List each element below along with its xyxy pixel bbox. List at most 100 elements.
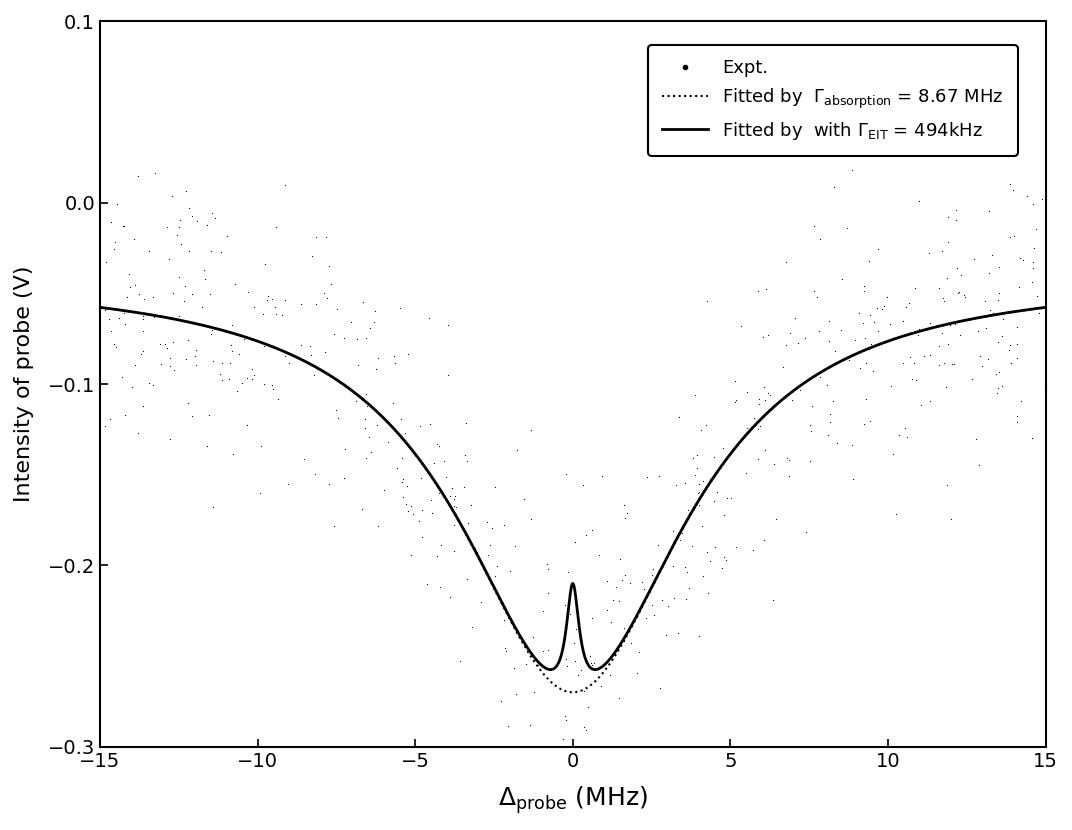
Point (591, 549, 608, 562)
Point (991, 261, 1008, 274)
Point (411, 515, 428, 528)
Point (636, 582, 653, 595)
Point (235, 333, 252, 346)
Point (844, 472, 861, 486)
Point (980, 352, 997, 365)
Point (532, 776, 549, 789)
Point (183, 287, 200, 300)
Point (585, 765, 602, 779)
Point (691, 423, 709, 437)
Point (854, 316, 872, 330)
Point (134, 344, 151, 358)
Point (460, 516, 477, 530)
Point (429, 549, 446, 563)
Point (521, 719, 538, 732)
Point (652, 681, 669, 695)
Legend: Expt., Fitted by  $\Gamma_{\mathrm{absorption}}$ = 8.67 MHz, Fitted by  with $\G: Expt., Fitted by $\Gamma_{\mathrm{absorp… (647, 45, 1017, 156)
Point (933, 244, 950, 257)
Point (759, 329, 776, 342)
Point (384, 396, 401, 409)
Point (440, 318, 457, 331)
Point (695, 569, 712, 583)
Point (637, 611, 654, 624)
Point (907, 281, 924, 295)
Point (934, 291, 951, 305)
Point (1009, 320, 1026, 334)
Point (583, 658, 600, 671)
Point (651, 470, 668, 483)
Point (442, 490, 459, 503)
Point (678, 593, 695, 606)
Point (855, 284, 873, 297)
Point (723, 492, 740, 505)
Point (995, 312, 1012, 325)
Point (948, 203, 965, 217)
Point (463, 620, 480, 633)
Point (212, 245, 229, 258)
Point (994, 330, 1011, 343)
Point (615, 621, 632, 634)
Point (516, 493, 533, 506)
Point (557, 713, 575, 726)
Point (125, 232, 143, 245)
Point (276, 294, 293, 307)
Point (538, 558, 555, 571)
Point (644, 562, 661, 575)
Point (981, 266, 998, 280)
Point (732, 320, 749, 333)
Point (749, 422, 766, 436)
Point (988, 386, 1006, 399)
Point (821, 315, 838, 328)
Point (755, 330, 772, 344)
Point (705, 450, 723, 463)
Point (245, 300, 263, 314)
Point (930, 339, 948, 353)
Point (1002, 356, 1019, 369)
Point (665, 559, 682, 573)
Point (715, 550, 732, 564)
Point (106, 236, 123, 249)
Point (676, 476, 694, 490)
Point (808, 290, 825, 303)
Point (1013, 395, 1030, 408)
Point (170, 221, 188, 234)
Point (898, 431, 915, 444)
Point (496, 641, 513, 654)
Point (966, 252, 983, 266)
Point (947, 318, 964, 331)
Point (683, 540, 700, 553)
Point (451, 654, 468, 667)
Point (805, 284, 822, 297)
Point (100, 312, 117, 325)
Point (497, 645, 515, 658)
Point (802, 418, 819, 432)
Point (362, 445, 379, 458)
Point (322, 277, 339, 290)
Point (326, 327, 343, 340)
Point (706, 540, 724, 554)
Point (179, 333, 196, 346)
Point (578, 529, 595, 542)
Point (193, 300, 210, 313)
Point (431, 581, 448, 594)
Point (671, 533, 688, 546)
Point (921, 394, 938, 408)
Point (801, 454, 818, 467)
Point (207, 212, 224, 225)
Point (368, 363, 385, 376)
Point (126, 278, 144, 291)
Point (756, 443, 773, 457)
Point (850, 307, 867, 320)
Point (1028, 290, 1045, 303)
Point (755, 380, 772, 393)
Point (146, 310, 163, 323)
Point (941, 319, 958, 332)
Point (910, 322, 927, 335)
Point (756, 534, 773, 547)
Point (910, 194, 927, 208)
Point (940, 236, 957, 249)
Point (264, 293, 281, 306)
Point (178, 185, 195, 198)
Point (114, 370, 131, 383)
Point (301, 339, 318, 353)
